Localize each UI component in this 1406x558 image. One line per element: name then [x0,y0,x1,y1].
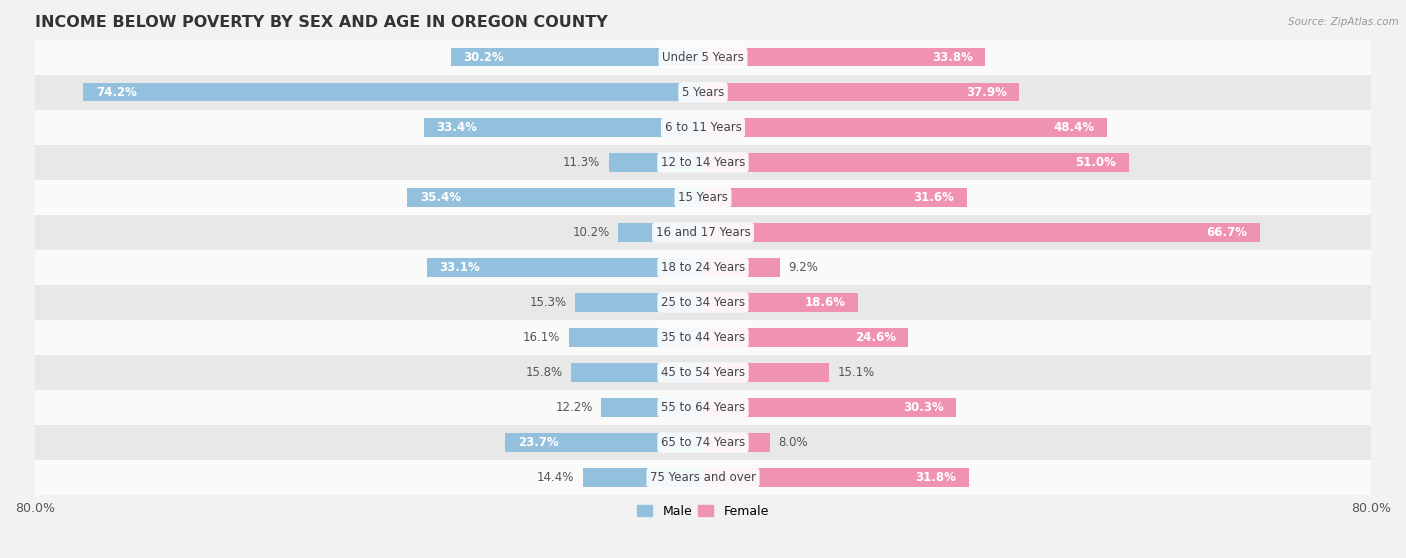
Bar [35,285,1371,320]
Text: INCOME BELOW POVERTY BY SEX AND AGE IN OREGON COUNTY: INCOME BELOW POVERTY BY SEX AND AGE IN O… [35,15,607,30]
Bar [35,110,1371,145]
Text: 48.4%: 48.4% [1053,121,1095,134]
Bar [703,83,1019,102]
Text: 16 and 17 Years: 16 and 17 Years [655,226,751,239]
Text: 33.8%: 33.8% [932,51,973,64]
Text: 31.6%: 31.6% [914,191,955,204]
Bar [703,398,956,417]
Text: 12.2%: 12.2% [555,401,593,414]
Text: 35 to 44 Years: 35 to 44 Years [661,331,745,344]
Text: 31.8%: 31.8% [915,471,956,484]
Text: 15.3%: 15.3% [530,296,567,309]
Text: 15.1%: 15.1% [838,366,875,379]
Text: 66.7%: 66.7% [1206,226,1247,239]
Text: 45 to 54 Years: 45 to 54 Years [661,366,745,379]
Bar [703,258,780,277]
Bar [703,294,858,311]
Text: 33.4%: 33.4% [437,121,478,134]
Bar [35,75,1371,110]
Bar [35,320,1371,355]
Bar [703,223,1260,242]
Text: 9.2%: 9.2% [789,261,818,274]
Text: 37.9%: 37.9% [966,86,1007,99]
Text: 75 Years and over: 75 Years and over [650,471,756,484]
Text: 55 to 64 Years: 55 to 64 Years [661,401,745,414]
Bar [609,153,703,171]
Text: 30.3%: 30.3% [903,401,943,414]
Legend: Male, Female: Male, Female [633,500,773,523]
Bar [703,434,770,451]
Bar [35,180,1371,215]
Text: Under 5 Years: Under 5 Years [662,51,744,64]
Text: 5 Years: 5 Years [682,86,724,99]
Text: 16.1%: 16.1% [523,331,560,344]
Text: 18 to 24 Years: 18 to 24 Years [661,261,745,274]
Text: 18.6%: 18.6% [804,296,846,309]
Bar [505,434,703,451]
Text: 33.1%: 33.1% [439,261,479,274]
Bar [35,40,1371,75]
Bar [703,48,986,66]
Bar [35,145,1371,180]
Bar [35,355,1371,390]
Bar [703,153,1129,171]
Bar [703,189,967,206]
Bar [582,469,703,487]
Bar [703,329,908,347]
Bar [703,469,969,487]
Bar [451,48,703,66]
Bar [35,425,1371,460]
Text: 24.6%: 24.6% [855,331,896,344]
Text: 6 to 11 Years: 6 to 11 Years [665,121,741,134]
Bar [602,398,703,417]
Bar [83,83,703,102]
Bar [425,118,703,137]
Text: 15.8%: 15.8% [526,366,562,379]
Bar [35,215,1371,250]
Bar [571,363,703,382]
Text: 11.3%: 11.3% [562,156,600,169]
Bar [426,258,703,277]
Text: 15 Years: 15 Years [678,191,728,204]
Bar [703,118,1107,137]
Bar [35,250,1371,285]
Text: 30.2%: 30.2% [464,51,505,64]
Bar [703,363,830,382]
Text: 12 to 14 Years: 12 to 14 Years [661,156,745,169]
Text: 51.0%: 51.0% [1076,156,1116,169]
Text: 23.7%: 23.7% [517,436,558,449]
Bar [35,460,1371,495]
Bar [408,189,703,206]
Bar [35,390,1371,425]
Text: 10.2%: 10.2% [572,226,609,239]
Bar [575,294,703,311]
Bar [617,223,703,242]
Text: 65 to 74 Years: 65 to 74 Years [661,436,745,449]
Bar [568,329,703,347]
Text: 14.4%: 14.4% [537,471,575,484]
Text: 8.0%: 8.0% [778,436,808,449]
Text: 35.4%: 35.4% [420,191,461,204]
Text: 74.2%: 74.2% [96,86,136,99]
Text: Source: ZipAtlas.com: Source: ZipAtlas.com [1288,17,1399,27]
Text: 25 to 34 Years: 25 to 34 Years [661,296,745,309]
